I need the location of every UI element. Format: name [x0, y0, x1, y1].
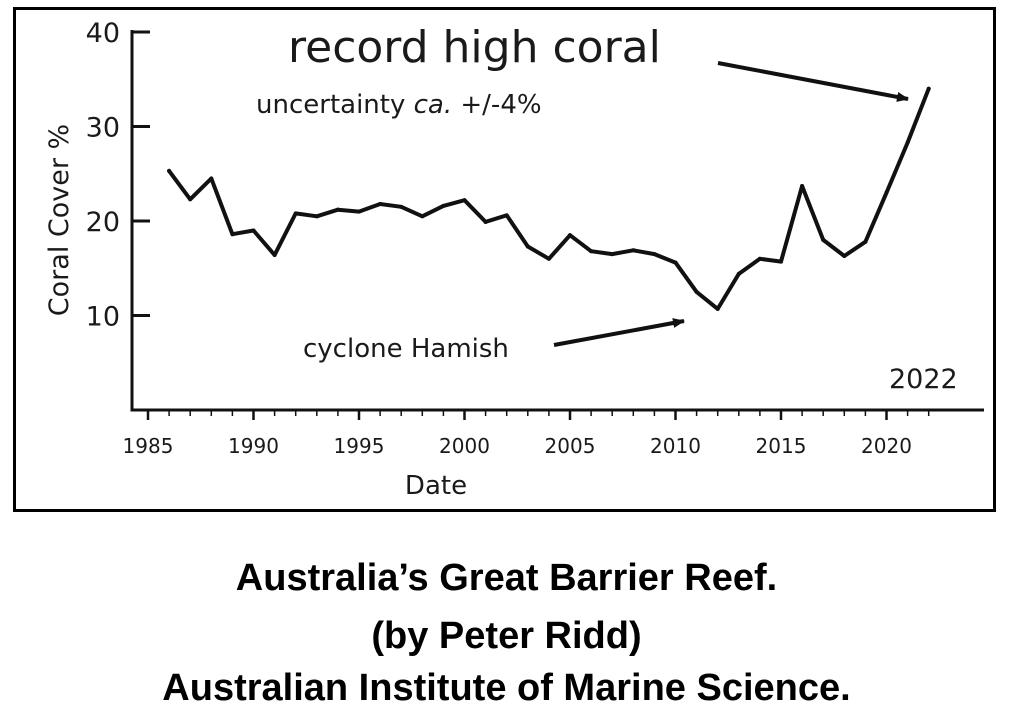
- year-2022-label: 2022: [889, 364, 958, 395]
- data-point: [378, 201, 383, 206]
- data-point: [314, 214, 319, 219]
- data-point: [631, 248, 636, 253]
- y-tick-label: 40: [86, 18, 120, 49]
- data-point: [483, 219, 488, 224]
- data-point: [357, 209, 361, 214]
- data-point: [800, 184, 805, 189]
- data-point: [251, 228, 256, 233]
- data-point: [420, 214, 425, 219]
- data-point: [673, 260, 678, 265]
- series-group: [167, 86, 931, 311]
- data-point: [694, 289, 699, 294]
- x-tick-label: 2020: [861, 434, 912, 458]
- data-point: [209, 176, 214, 181]
- x-tick-label: 2005: [545, 434, 596, 458]
- data-point: [821, 237, 826, 242]
- x-tick-label: 1985: [123, 434, 174, 458]
- data-point: [715, 306, 720, 311]
- x-axis-label: Date: [405, 471, 467, 501]
- coral-cover-line: [167, 86, 931, 311]
- caption-line-3: Australian Institute of Marine Science.: [162, 667, 851, 709]
- x-tick-label: 2015: [756, 434, 807, 458]
- data-point: [230, 232, 235, 237]
- coral-cover-chart: 10 20 30 40 1985 1990 1995 2000 2005 2010 2015 2020…: [44, 18, 984, 501]
- record-high-arrow: [717, 61, 909, 102]
- x-tick-label: 2000: [439, 434, 490, 458]
- x-tick-label: 1995: [334, 434, 385, 458]
- axes: 10 20 30 40 1985 1990 1995 2000 2005 2010 2015 2020: [86, 18, 984, 458]
- data-point: [462, 198, 467, 203]
- cyclone-annotation: cyclone Hamish: [303, 334, 509, 364]
- data-point: [504, 213, 509, 218]
- record-high-annotation: record high coral: [288, 22, 661, 73]
- data-point: [610, 252, 615, 257]
- chart-frame: 10 20 30 40 1985 1990 1995 2000 2005 2010 2015 2020…: [13, 7, 996, 512]
- uncertainty-annotation: uncertainty ca. +/-4%: [256, 90, 542, 120]
- y-tick-label: 20: [86, 207, 120, 238]
- cyclone-arrow: [553, 318, 685, 347]
- data-point: [652, 252, 657, 257]
- data-point: [335, 207, 340, 212]
- data-point: [757, 256, 762, 261]
- data-point: [884, 190, 889, 195]
- y-tick-label: 10: [86, 302, 120, 333]
- data-point: [546, 256, 551, 261]
- y-tick-label: 30: [86, 113, 120, 144]
- caption-line-1: Australia’s Great Barrier Reef.: [235, 557, 778, 599]
- data-point: [589, 249, 594, 254]
- data-point: [905, 140, 910, 145]
- data-point: [779, 259, 783, 264]
- data-point: [863, 239, 868, 244]
- data-point: [167, 168, 172, 173]
- x-tick-label: 1990: [228, 434, 279, 458]
- data-point: [736, 271, 741, 276]
- data-point: [842, 253, 847, 258]
- data-point: [293, 211, 298, 216]
- data-point: [926, 86, 931, 91]
- y-axis-label: Coral Cover %: [44, 124, 75, 316]
- data-point: [441, 203, 446, 208]
- data-point: [188, 197, 193, 202]
- data-point: [272, 253, 277, 258]
- data-point: [525, 244, 530, 249]
- data-point: [568, 233, 572, 238]
- x-tick-label: 2010: [650, 434, 701, 458]
- data-point: [399, 204, 404, 209]
- caption-line-2: (by Peter Ridd): [371, 615, 642, 657]
